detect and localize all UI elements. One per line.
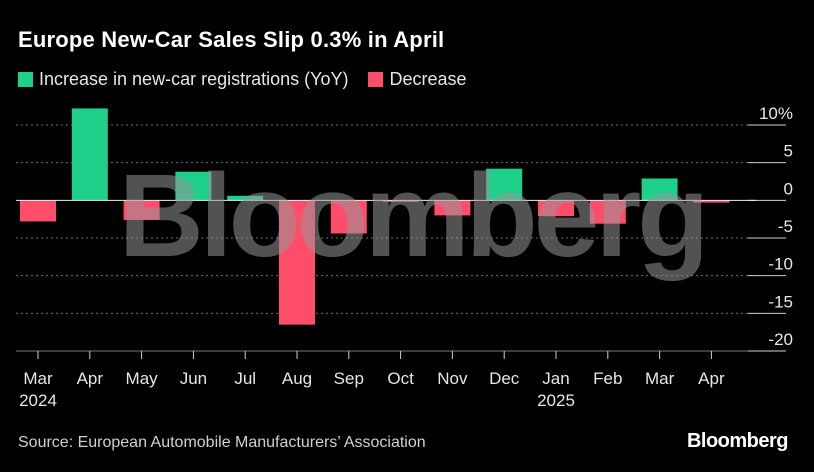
legend-label-increase: Increase in new-car registrations (YoY) [39,69,349,89]
bar [382,200,419,202]
bar [641,178,678,201]
x-tick-label: Feb [593,369,622,388]
bar [589,200,626,224]
source-note: Source: European Automobile Manufacturer… [18,434,426,451]
x-tick-label: Aug [282,369,312,388]
y-tick-label: -15 [768,292,793,311]
bar [434,200,471,216]
bar [330,200,367,234]
x-tick-label: Oct [387,369,414,388]
y-tick-label: 0 [784,179,793,198]
x-tick-label: Apr [77,369,104,388]
x-year-label: 2024 [19,391,57,410]
bar [693,200,730,203]
y-tick-label: -5 [778,217,793,236]
bar [486,168,523,201]
x-year-label: 2025 [537,391,575,410]
legend-item-increase: Increase in new-car registrations (YoY) [18,69,348,90]
x-tick-label: Nov [437,369,468,388]
brand-logo: Bloomberg [686,430,789,452]
x-tick-label: Jun [180,369,207,388]
bar [227,195,264,201]
x-tick-label: Jan [542,369,569,388]
bar [71,108,108,201]
x-tick-label: Dec [489,369,520,388]
bar [538,200,574,217]
x-tick-label: Sep [334,369,364,388]
y-tick-label: 10% [759,104,793,123]
legend-item-decrease: Decrease [368,69,467,90]
x-tick-label: Mar [23,369,53,388]
legend-label-decrease: Decrease [389,69,467,89]
y-tick-label: -20 [768,330,793,349]
bar [279,200,315,325]
bar [20,200,56,222]
x-tick-label: Jul [234,369,256,388]
legend-swatch-decrease [368,72,384,87]
legend-swatch-increase [18,72,33,87]
chart-title: Europe New-Car Sales Slip 0.3% in April [18,27,445,52]
y-tick-label: 5 [784,142,793,161]
x-tick-label: Apr [698,369,725,388]
legend: Increase in new-car registrations (YoY) … [18,69,487,90]
bar [123,200,160,220]
x-tick-label: Mar [645,369,675,388]
x-tick-label: May [126,369,159,388]
y-tick-label: -10 [768,255,793,274]
bar [175,171,212,201]
